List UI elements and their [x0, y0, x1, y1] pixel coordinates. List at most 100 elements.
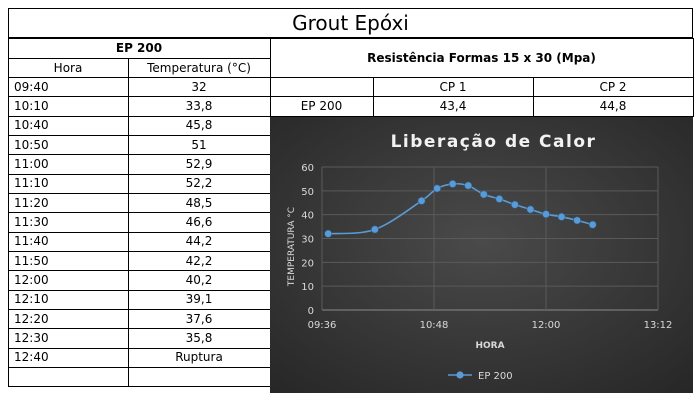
x-tick-label: 13:12 [644, 320, 673, 331]
cp1-value: 43,4 [439, 98, 467, 113]
grid-line [373, 77, 374, 116]
temperature-cell: 32 [191, 79, 207, 94]
ep200-header: EP 200 [115, 41, 163, 55]
grid-line [128, 58, 129, 386]
y-tick-label: 10 [301, 282, 314, 293]
data-point [510, 200, 519, 209]
cp1-header: CP 1 [439, 79, 467, 94]
temperature-cell: 37,6 [185, 311, 213, 326]
hora-cell: 10:50 [14, 137, 49, 152]
hora-cell: 12:20 [14, 311, 49, 326]
x-tick-label: 09:36 [308, 320, 337, 331]
hora-cell: 12:40 [14, 350, 49, 365]
grid-line [8, 348, 270, 349]
grid-line [8, 38, 9, 386]
hora-cell: 11:30 [14, 214, 49, 229]
grid-line [8, 77, 270, 78]
grid-line [8, 386, 270, 387]
grid-line [8, 116, 270, 117]
chart-title: Liberação de Calor [391, 132, 597, 152]
temperature-cell: 39,1 [185, 292, 213, 307]
resistance-header: Resistência Formas 15 x 30 (Mpa) [367, 50, 596, 65]
data-point [542, 210, 550, 219]
temperature-cell: 52,9 [185, 156, 213, 171]
y-tick-label: 50 [301, 187, 314, 198]
temperature-cell: 40,2 [185, 272, 213, 287]
grid-line [8, 270, 270, 271]
grid-line [8, 135, 270, 136]
data-point [464, 181, 473, 190]
temperature-column-header: Temperatura (°C) [147, 60, 251, 75]
hora-cell: 12:00 [14, 272, 49, 287]
data-point [526, 205, 535, 214]
hora-cell: 11:10 [14, 176, 49, 191]
grid-line [8, 96, 270, 97]
chart-background [270, 117, 693, 393]
data-point [324, 229, 333, 238]
data-point [479, 190, 488, 199]
grid-line [8, 367, 270, 368]
temperature-cell: 52,2 [185, 176, 213, 191]
hora-cell: 10:10 [14, 98, 49, 113]
temperature-cell: 33,8 [185, 98, 213, 113]
y-axis-label: TEMPERATURA °C [287, 207, 297, 287]
y-tick-label: 0 [308, 306, 314, 317]
data-point [495, 195, 504, 203]
grid-line [8, 58, 270, 59]
hora-cell: 11:00 [14, 156, 49, 171]
grid-line [8, 328, 270, 329]
x-tick-label: 10:48 [420, 320, 449, 331]
grid-line [8, 232, 270, 233]
sheet-title: Grout Epóxi [8, 8, 693, 38]
cp2-value: 44,8 [599, 98, 627, 113]
data-point [557, 212, 566, 221]
y-tick-label: 20 [301, 258, 314, 269]
hora-cell: 12:10 [14, 292, 49, 307]
hora-cell: 09:40 [14, 79, 49, 94]
data-point [588, 220, 597, 229]
hora-cell: 12:30 [14, 330, 49, 345]
grid-line [693, 38, 694, 117]
grid-line [8, 193, 270, 194]
heat-release-chart: Liberação de Calor 0 10 20 30 40 50 60 09:36 10:4… [270, 117, 693, 393]
temperature-cell: 44,2 [185, 234, 213, 249]
hora-cell: 11:40 [14, 234, 49, 249]
y-tick-label: 60 [301, 163, 314, 174]
data-point [448, 180, 457, 188]
data-point [573, 216, 582, 225]
temperature-cell: Ruptura [175, 350, 223, 365]
temperature-cell: 45,8 [185, 118, 213, 133]
grid-line [8, 38, 693, 39]
temperature-cell: 46,6 [185, 214, 213, 229]
hora-cell: 11:20 [14, 195, 49, 210]
grid-line [8, 290, 270, 291]
grid-line [8, 154, 270, 155]
data-point [433, 184, 442, 193]
data-point [370, 225, 379, 234]
resistance-row-label: EP 200 [300, 98, 343, 113]
hora-column-header: Hora [53, 60, 83, 75]
data-point [417, 196, 426, 205]
grid-line [8, 77, 693, 78]
grid-line [8, 174, 270, 175]
legend-label: EP 200 [478, 371, 513, 382]
x-tick-label: 12:00 [532, 320, 561, 331]
temperature-cell: 35,8 [185, 330, 213, 345]
chart-container: Liberação de Calor 0 10 20 30 40 50 60 09:36 10:4… [270, 117, 693, 393]
grid-line [8, 309, 270, 310]
cp2-header: CP 2 [599, 79, 627, 94]
grid-line [533, 77, 534, 116]
y-tick-label: 40 [301, 211, 314, 222]
x-axis-label: HORA [475, 341, 504, 351]
y-tick-label: 30 [301, 235, 314, 246]
hora-cell: 11:50 [14, 253, 49, 268]
hora-cell: 10:40 [14, 118, 49, 133]
temperature-cell: 48,5 [185, 195, 213, 210]
grid-line [8, 251, 270, 252]
legend-marker [456, 371, 464, 379]
grid-line [8, 212, 270, 213]
grid-line [270, 116, 693, 117]
grid-line [270, 96, 693, 97]
temperature-cell: 51 [191, 137, 207, 152]
temperature-cell: 42,2 [185, 253, 213, 268]
